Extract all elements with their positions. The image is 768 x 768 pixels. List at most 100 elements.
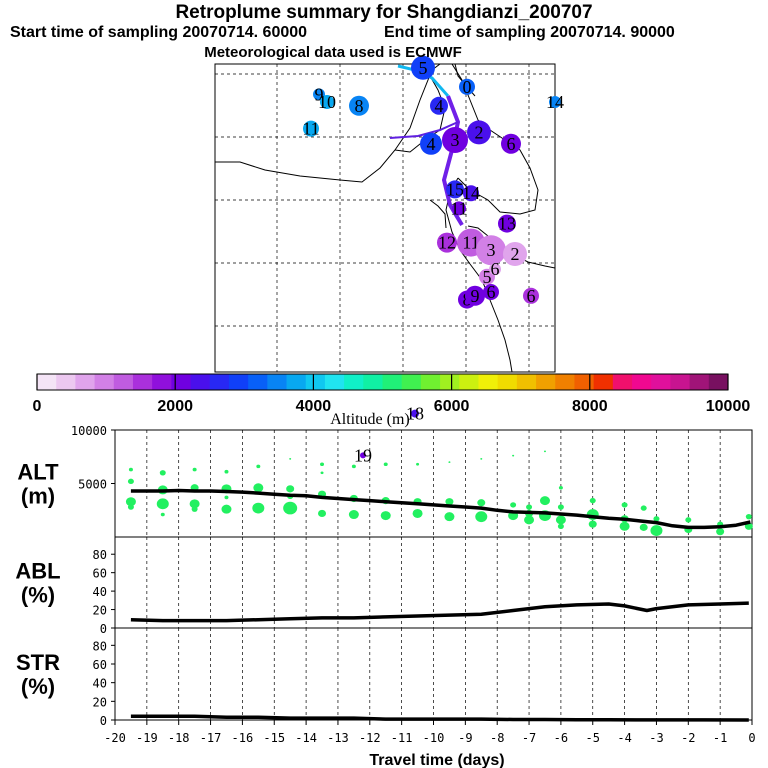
plume-cluster-label: 6 bbox=[487, 282, 496, 302]
panel-ylabel: ALT bbox=[17, 460, 59, 485]
panel-ylabel-unit: (%) bbox=[21, 674, 55, 699]
plume-cluster-label: 18 bbox=[406, 404, 424, 424]
y-tick-label: 40 bbox=[93, 585, 107, 599]
plume-cluster-marker bbox=[420, 132, 442, 155]
plume-cluster-label: 3 bbox=[451, 130, 460, 150]
data-point bbox=[621, 502, 628, 508]
plume-cluster-label: 4 bbox=[427, 134, 436, 154]
colorbar-swatch bbox=[171, 374, 192, 390]
colorbar-swatch bbox=[248, 374, 268, 390]
x-tick-label: -4 bbox=[617, 731, 631, 745]
plume-cluster-marker bbox=[320, 95, 334, 109]
plume-cluster-label: 9 bbox=[315, 84, 324, 104]
colorbar-tick-label: 8000 bbox=[572, 398, 608, 415]
plume-cluster-label: 11 bbox=[462, 233, 479, 253]
x-tick-label: -8 bbox=[490, 731, 504, 745]
data-point bbox=[412, 508, 423, 518]
data-point bbox=[445, 498, 454, 506]
data-point bbox=[745, 513, 752, 520]
colorbar-swatch bbox=[612, 374, 633, 390]
data-point bbox=[589, 497, 596, 504]
colorbar-swatch bbox=[459, 374, 479, 390]
plume-cluster-label: 15 bbox=[446, 179, 464, 199]
colorbar-swatch bbox=[113, 374, 134, 390]
plume-cluster-label: 13 bbox=[498, 214, 516, 234]
plume-cluster-marker bbox=[437, 232, 457, 253]
data-point bbox=[558, 485, 563, 490]
data-point bbox=[160, 512, 165, 517]
plume-cluster-marker bbox=[501, 133, 521, 154]
colorbar-swatch bbox=[708, 374, 729, 390]
colorbar-swatch bbox=[56, 374, 76, 390]
plume-cluster-label: 14 bbox=[462, 183, 480, 203]
colorbar-swatch bbox=[382, 374, 403, 390]
data-point bbox=[351, 464, 356, 469]
coastline bbox=[445, 177, 513, 373]
coastline bbox=[451, 63, 539, 215]
colorbar-swatch bbox=[401, 374, 422, 390]
panel-ylabel-unit: (%) bbox=[21, 583, 55, 608]
plume-cluster-marker bbox=[463, 185, 479, 202]
plume-cluster-label: 5 bbox=[419, 58, 428, 78]
plume-cluster-label: 4 bbox=[435, 96, 444, 116]
data-point bbox=[555, 515, 566, 525]
data-point bbox=[557, 523, 564, 529]
colorbar-tick-label: 10000 bbox=[706, 398, 751, 415]
plume-cluster-marker bbox=[503, 242, 527, 266]
plume-cluster-label: 11 bbox=[302, 119, 319, 139]
plume-cluster-label: 14 bbox=[546, 92, 564, 112]
data-point bbox=[156, 498, 169, 510]
data-point bbox=[253, 483, 264, 493]
plume-cluster-label: 12 bbox=[438, 233, 456, 253]
data-point bbox=[191, 506, 198, 512]
colorbar-tick-label: 2000 bbox=[157, 398, 193, 415]
x-tick-label: -5 bbox=[586, 731, 600, 745]
retroplume-map: 910118504144326151411121311325689661819 bbox=[214, 55, 564, 465]
plume-cluster-label: 6 bbox=[507, 134, 516, 154]
data-point bbox=[192, 467, 197, 472]
plume-cluster-marker bbox=[483, 284, 499, 300]
colorbar-swatch bbox=[440, 374, 460, 390]
data-point bbox=[448, 461, 451, 463]
y-tick-label: 60 bbox=[93, 658, 107, 672]
data-point bbox=[526, 504, 533, 510]
colorbar-swatch bbox=[497, 374, 518, 390]
altitude-colorbar: 0 2000 4000 6000 8000 10000 Altitude (m) bbox=[33, 373, 751, 428]
data-point bbox=[475, 511, 488, 523]
colorbar-swatch bbox=[363, 374, 383, 390]
plume-cluster-label: 0 bbox=[463, 77, 472, 97]
plume-cluster-marker bbox=[523, 287, 539, 304]
colorbar-swatch bbox=[152, 374, 172, 390]
colorbar-swatch bbox=[632, 374, 652, 390]
series-line bbox=[130, 488, 751, 530]
plume-cluster-label: 2 bbox=[475, 122, 484, 142]
plume-cluster-marker bbox=[360, 452, 366, 459]
plume-cluster-marker bbox=[411, 55, 435, 80]
x-tick-label: -16 bbox=[232, 731, 254, 745]
plume-cluster-marker bbox=[498, 214, 516, 233]
data-point bbox=[524, 515, 535, 525]
x-tick-label: -12 bbox=[359, 731, 381, 745]
colorbar-swatch bbox=[651, 374, 671, 390]
data-point bbox=[510, 502, 517, 508]
data-point bbox=[685, 517, 692, 523]
plume-cluster-label: 11 bbox=[450, 198, 467, 218]
data-point bbox=[127, 504, 134, 510]
colorbar-tick-label: 0 bbox=[33, 398, 42, 415]
plume-cluster-marker bbox=[476, 235, 506, 266]
plume-cluster-marker bbox=[303, 120, 319, 137]
plume-cluster-marker bbox=[349, 95, 369, 116]
data-point bbox=[224, 495, 229, 500]
colorbar-swatch bbox=[420, 374, 441, 390]
x-tick-label: -2 bbox=[681, 731, 695, 745]
x-tick-label: -19 bbox=[136, 731, 158, 745]
y-tick-label: 80 bbox=[93, 639, 107, 653]
data-point bbox=[348, 510, 359, 520]
data-point bbox=[252, 502, 265, 514]
colorbar-tick-label: 6000 bbox=[434, 398, 470, 415]
x-tick-label: -7 bbox=[522, 731, 536, 745]
x-tick-label: -18 bbox=[168, 731, 190, 745]
y-tick-label: 0 bbox=[100, 714, 107, 728]
colorbar-swatch bbox=[267, 374, 288, 390]
panel-ylabel-unit: (m) bbox=[21, 484, 55, 509]
